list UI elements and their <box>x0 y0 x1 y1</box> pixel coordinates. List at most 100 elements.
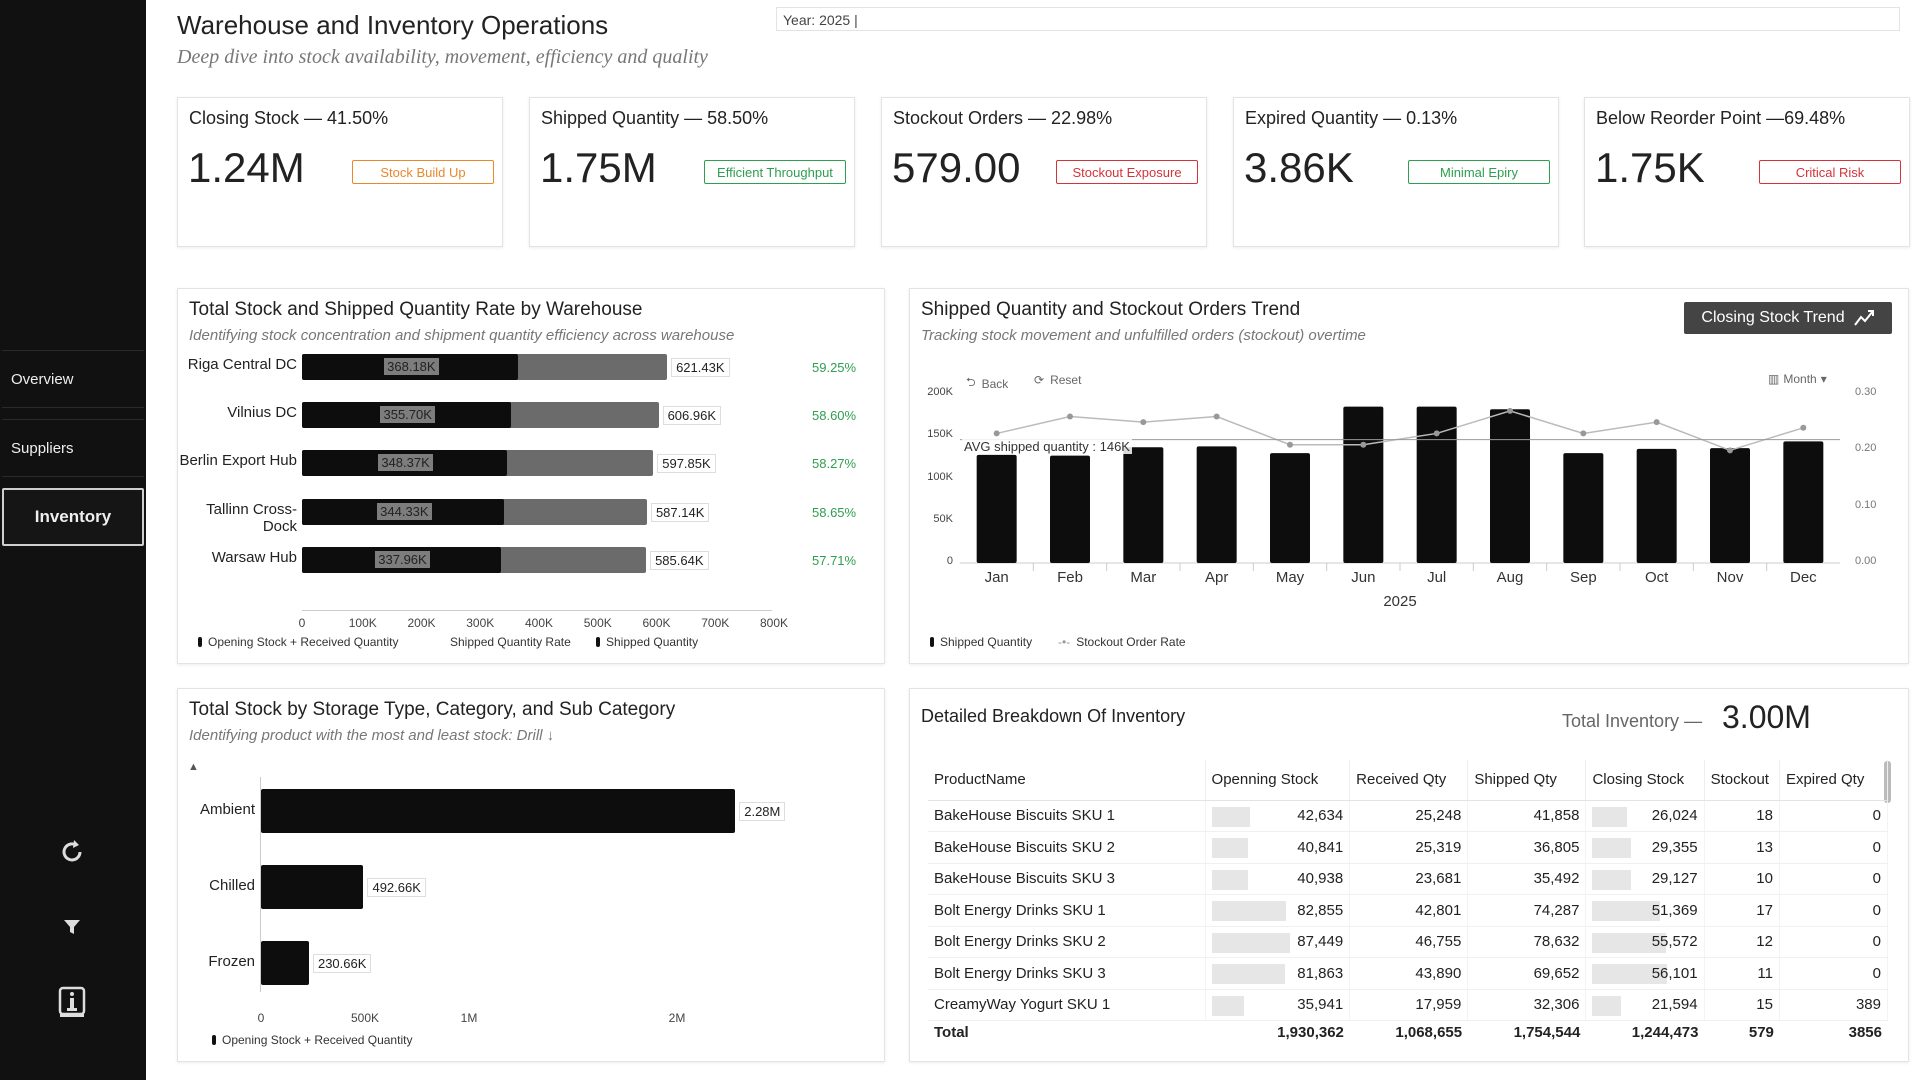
column-header[interactable]: Received Qty <box>1349 760 1469 801</box>
bar-shipped-quantity[interactable] <box>1270 453 1310 563</box>
cell-text: BakeHouse Biscuits SKU 3 <box>934 870 1115 888</box>
table-row[interactable]: Bolt Energy Drinks SKU 2 87,449 46,755 78,6… <box>928 926 1888 958</box>
value-cell: 46,755 <box>1349 926 1469 958</box>
stockout-rate-point <box>1287 441 1293 448</box>
month-tick-label: Apr <box>1204 569 1229 586</box>
info-icon[interactable] <box>52 982 92 1022</box>
back-button[interactable]: ⮌ Back <box>966 373 1008 394</box>
kpi-value: 1.75K <box>1595 144 1705 191</box>
bar-shipped-quantity[interactable] <box>1563 453 1604 563</box>
closing-stock-trend-button[interactable]: Closing Stock Trend <box>1684 302 1892 334</box>
panel-title: Total Stock and Shipped Quantity Rate by… <box>189 299 643 320</box>
cell-text: 32,306 <box>1533 996 1580 1014</box>
category-label: Vilnius DC <box>227 404 297 421</box>
bar-shipped-quantity[interactable] <box>1490 409 1530 563</box>
table-row[interactable]: BakeHouse Biscuits SKU 1 42,634 25,248 41,8… <box>928 800 1888 832</box>
table-row[interactable]: BakeHouse Biscuits SKU 3 40,938 23,681 35,4… <box>928 863 1888 895</box>
x-tick-label: 700K <box>701 616 730 630</box>
y-tick-label: 50K <box>933 512 953 525</box>
cell-text: Bolt Energy Drinks SKU 2 <box>934 933 1106 951</box>
bar-shipped-quantity[interactable] <box>1050 455 1090 563</box>
column-header[interactable]: Shipped Qty <box>1467 760 1587 801</box>
value-cell: 0 <box>1779 831 1888 864</box>
kpi-badge: Efficient Throughput <box>704 160 846 184</box>
panel-title: Shipped Quantity and Stockout Orders Tre… <box>921 299 1301 320</box>
total-value-cell: 3856 <box>1848 1024 1882 1041</box>
shipped-data-label: 337.96K <box>375 551 430 568</box>
table-row[interactable]: CreamyWay Yogurt SKU 1 35,941 17,959 32,306… <box>928 989 1888 1021</box>
trend-line-icon <box>1853 310 1874 326</box>
sidebar: Overview Suppliers Inventory <box>0 0 146 1080</box>
value-cell: 87,449 <box>1205 926 1351 958</box>
bar-total-stock[interactable] <box>261 941 309 985</box>
data-bar <box>1592 901 1661 921</box>
bar-shipped-quantity[interactable] <box>1710 448 1750 563</box>
cell-text: 74,287 <box>1533 901 1580 919</box>
table-row[interactable]: Bolt Energy Drinks SKU 3 81,863 43,890 69,6… <box>928 957 1888 990</box>
value-cell: 17 <box>1704 894 1780 927</box>
stockout-rate-point <box>1507 407 1513 414</box>
nav-inventory[interactable]: Inventory <box>2 488 144 546</box>
bar-total-stock[interactable] <box>261 865 364 909</box>
kpi-card-below-reorder-point: Below Reorder Point —69.48% 1.75K Critic… <box>1584 97 1910 247</box>
kpi-value: 1.24M <box>188 144 305 191</box>
data-bar <box>1592 964 1668 984</box>
inventory-totals: Total 1,930,362 1,068,655 1,754,544 1,244,47… <box>928 1017 1888 1048</box>
data-bar <box>1592 932 1667 953</box>
bar-shipped-quantity[interactable] <box>1783 441 1824 563</box>
bar-total-stock[interactable] <box>261 789 736 833</box>
category-label: Tallinn Cross-Dock <box>206 501 297 535</box>
x-tick-label: 500K <box>350 1011 380 1025</box>
column-header[interactable]: ProductName <box>928 760 1206 801</box>
filter-icon[interactable] <box>52 907 92 947</box>
refresh-icon[interactable] <box>52 832 92 872</box>
bar-shipped-quantity[interactable] <box>976 454 1017 563</box>
category-label: Riga Central DC <box>187 356 297 373</box>
y-tick-label: 150K <box>927 428 953 441</box>
legend-shipped-quantity: Shipped Quantity <box>596 635 698 649</box>
column-header[interactable]: Expired Qty <box>1779 760 1888 801</box>
table-row[interactable]: Bolt Energy Drinks SKU 1 82,855 42,801 74,2… <box>928 894 1888 927</box>
reset-button[interactable]: ⟳ Reset <box>1034 373 1081 387</box>
cell-text: BakeHouse Biscuits SKU 1 <box>934 807 1115 825</box>
drill-up-icon[interactable]: ▲ <box>188 761 199 773</box>
table-row[interactable]: BakeHouse Biscuits SKU 2 40,841 25,319 36,8… <box>928 831 1888 864</box>
category-label: Ambient <box>199 801 255 818</box>
bar-shipped-quantity[interactable] <box>1343 406 1384 563</box>
nav-overview[interactable]: Overview <box>2 350 144 408</box>
x-tick-label: 1M <box>460 1011 478 1025</box>
bar-shipped-quantity[interactable] <box>1123 447 1164 563</box>
stockout-rate-point <box>1433 430 1440 437</box>
cell-text: 25,248 <box>1415 807 1462 825</box>
nav-suppliers[interactable]: Suppliers <box>2 419 144 477</box>
kpi-card-expired-quantity: Expired Quantity — 0.13% 3.86K Minimal E… <box>1233 97 1559 247</box>
cell-text: 12 <box>1756 933 1773 951</box>
warehouse-chart-panel: Total Stock and Shipped Quantity Rate by… <box>177 288 885 664</box>
cell-text: 11 <box>1757 964 1773 982</box>
shipped-data-label: 348.37K <box>378 454 433 471</box>
column-header[interactable]: Closing Stock <box>1585 760 1705 801</box>
value-cell: 29,127 <box>1585 863 1705 895</box>
kpi-card-stockout-orders: Stockout Orders — 22.98% 579.00 Stockout… <box>881 97 1207 247</box>
value-cell: 40,938 <box>1205 863 1351 895</box>
granularity-dropdown[interactable]: ▥ Month ▾ <box>1768 372 1827 386</box>
x-tick-label: 2M <box>668 1011 686 1025</box>
cell-text: 0 <box>1872 964 1881 982</box>
column-header[interactable]: Stockout <box>1704 760 1780 801</box>
bar-shipped-quantity[interactable] <box>1196 446 1237 563</box>
rate-data-label: 59.25% <box>812 360 857 375</box>
bar-shipped-quantity[interactable] <box>1636 448 1677 563</box>
column-header[interactable]: Openning Stock <box>1205 760 1351 801</box>
table-scroll-area[interactable]: ProductName Openning Stock Received Qty … <box>928 760 1888 1022</box>
y2-tick-label: 0.00 <box>1855 555 1877 567</box>
category-label: Frozen <box>208 953 255 970</box>
value-cell: 0 <box>1779 863 1888 895</box>
year-slicer[interactable]: Year: 2025 | <box>776 7 1900 31</box>
cell-text: 26,024 <box>1651 807 1698 825</box>
data-bar <box>1211 932 1290 953</box>
value-cell: 82,855 <box>1205 894 1351 927</box>
cell-text: 15 <box>1756 996 1773 1014</box>
stockout-rate-point <box>1800 424 1807 431</box>
table-scrollbar[interactable] <box>1884 761 1891 803</box>
bar-shipped-quantity[interactable] <box>1416 406 1457 563</box>
